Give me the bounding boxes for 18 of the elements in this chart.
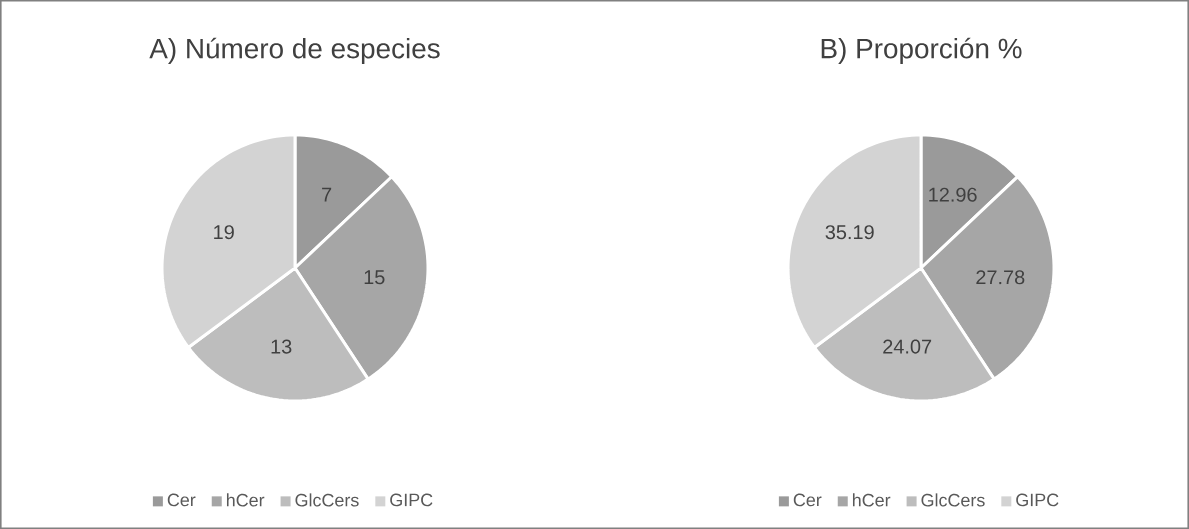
data-label: 13 — [271, 339, 292, 354]
legend-label: Cer — [167, 493, 196, 507]
data-label: 7 — [322, 187, 332, 202]
legend-label: hCer — [226, 493, 265, 507]
data-label: 35.19 — [825, 225, 874, 240]
legend-label: Cer — [793, 493, 822, 507]
legend-label: GlcCers — [921, 493, 985, 507]
data-label: 12.96 — [929, 187, 977, 202]
data-label: 27.78 — [976, 270, 1025, 285]
chart-title: B) Proporción % — [821, 37, 1022, 64]
legend-label: GlcCers — [295, 493, 359, 507]
chart-title: A) Número de especies — [149, 37, 440, 64]
data-label: 24.07 — [883, 339, 932, 354]
legend-label: hCer — [852, 493, 891, 507]
legend-label: GIPC — [1016, 493, 1059, 507]
data-label: 19 — [214, 225, 234, 240]
legend-label: GIPC — [390, 493, 433, 507]
data-label: 15 — [364, 270, 385, 285]
